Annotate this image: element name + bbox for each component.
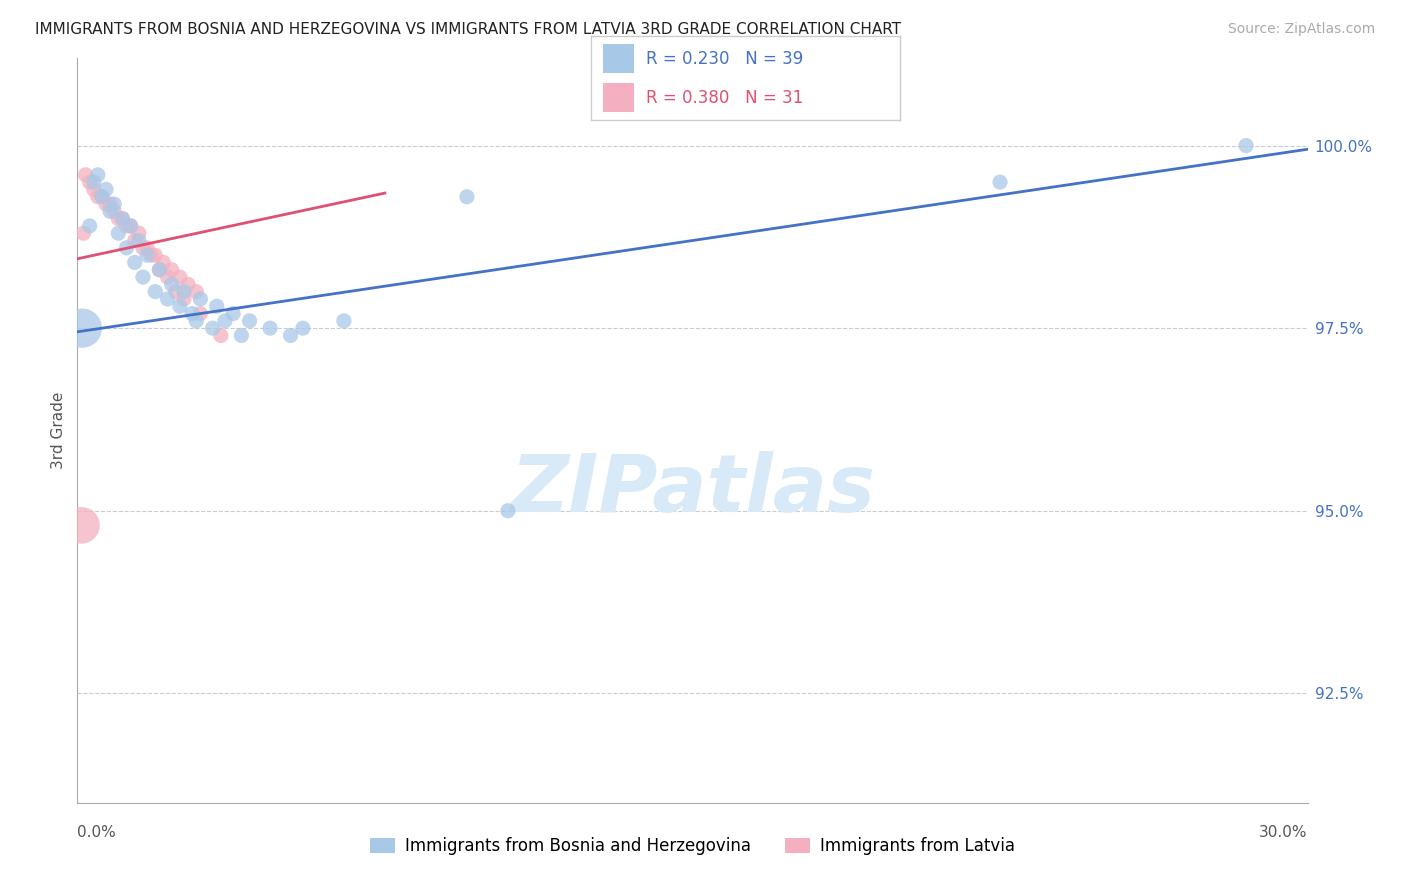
Point xyxy=(143,285,166,299)
Point xyxy=(90,190,114,204)
Point xyxy=(83,182,105,196)
Point xyxy=(496,504,519,518)
Point xyxy=(72,226,94,240)
Point xyxy=(107,211,129,226)
Point xyxy=(124,234,146,248)
Text: ZIPatlas: ZIPatlas xyxy=(510,451,875,529)
Point xyxy=(141,248,163,262)
Point xyxy=(988,175,1011,189)
Point xyxy=(1234,138,1257,153)
Point xyxy=(87,190,110,204)
Point xyxy=(103,204,125,219)
Point xyxy=(152,255,174,269)
Point xyxy=(98,204,121,219)
Text: Source: ZipAtlas.com: Source: ZipAtlas.com xyxy=(1227,22,1375,37)
Point xyxy=(143,248,166,262)
Point xyxy=(165,285,187,299)
Point xyxy=(120,219,142,233)
Point xyxy=(94,197,117,211)
Point xyxy=(98,197,121,211)
Bar xyxy=(603,83,634,112)
Point xyxy=(456,190,478,204)
Point xyxy=(148,262,170,277)
Point xyxy=(103,197,125,211)
Point xyxy=(111,211,134,226)
Point xyxy=(124,255,146,269)
Point xyxy=(107,226,129,240)
Point xyxy=(148,262,170,277)
Point xyxy=(132,270,155,285)
Point xyxy=(156,292,179,306)
Point xyxy=(209,328,232,343)
Legend: Immigrants from Bosnia and Herzegovina, Immigrants from Latvia: Immigrants from Bosnia and Herzegovina, … xyxy=(364,830,1021,862)
Point xyxy=(201,321,224,335)
Point xyxy=(280,328,302,343)
Bar xyxy=(603,44,634,73)
Point xyxy=(115,241,138,255)
Point xyxy=(333,314,356,328)
Point xyxy=(156,270,179,285)
Point xyxy=(75,168,97,182)
Point xyxy=(136,248,159,262)
Point xyxy=(70,518,93,533)
Point xyxy=(181,307,204,321)
Point xyxy=(94,182,117,196)
Text: 0.0%: 0.0% xyxy=(77,825,117,840)
Point xyxy=(169,299,191,313)
Point xyxy=(177,277,200,292)
Point xyxy=(115,219,138,233)
Point xyxy=(222,307,245,321)
Point xyxy=(173,285,195,299)
Point xyxy=(128,234,150,248)
Point xyxy=(132,241,155,255)
Text: R = 0.230   N = 39: R = 0.230 N = 39 xyxy=(647,50,803,68)
Point xyxy=(120,219,142,233)
Text: 30.0%: 30.0% xyxy=(1260,825,1308,840)
Point xyxy=(87,168,110,182)
Point xyxy=(173,292,195,306)
Point xyxy=(83,175,105,189)
Point xyxy=(239,314,262,328)
Point xyxy=(70,321,93,335)
Point xyxy=(205,299,228,313)
Text: IMMIGRANTS FROM BOSNIA AND HERZEGOVINA VS IMMIGRANTS FROM LATVIA 3RD GRADE CORRE: IMMIGRANTS FROM BOSNIA AND HERZEGOVINA V… xyxy=(35,22,901,37)
Point xyxy=(136,241,159,255)
Point xyxy=(111,211,134,226)
Point xyxy=(186,285,208,299)
Point xyxy=(90,190,114,204)
Point xyxy=(259,321,281,335)
Y-axis label: 3rd Grade: 3rd Grade xyxy=(51,392,66,469)
Point xyxy=(79,175,101,189)
Point xyxy=(188,307,212,321)
Point xyxy=(291,321,314,335)
Point xyxy=(160,262,183,277)
Point xyxy=(160,277,183,292)
Point xyxy=(188,292,212,306)
Text: R = 0.380   N = 31: R = 0.380 N = 31 xyxy=(647,88,803,106)
Point xyxy=(186,314,208,328)
Point xyxy=(231,328,253,343)
Point xyxy=(214,314,236,328)
Point xyxy=(169,270,191,285)
Point xyxy=(79,219,101,233)
Point xyxy=(128,226,150,240)
